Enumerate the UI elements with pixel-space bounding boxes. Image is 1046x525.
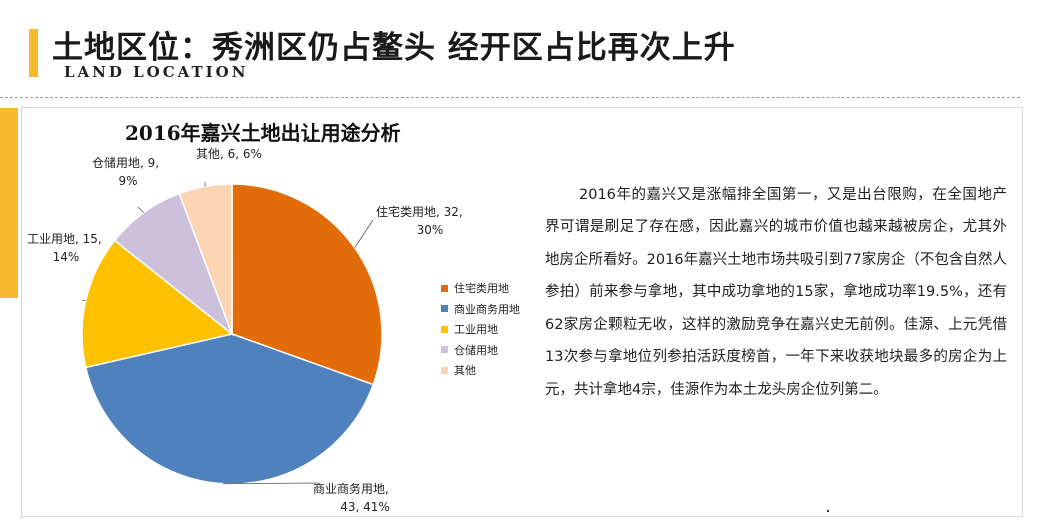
leader-line-industrial	[81, 299, 86, 302]
legend-item-other: 其他	[441, 360, 520, 381]
decorative-dot	[827, 510, 829, 512]
data-label-residential: 住宅类用地, 32,	[376, 204, 463, 219]
legend-label: 住宅类用地	[454, 282, 509, 296]
chart-legend: 住宅类用地 商业商务用地 工业用地 仓储用地 其他	[441, 278, 520, 381]
legend-label: 工业用地	[454, 323, 498, 337]
data-label-other: 其他, 6, 6%	[196, 147, 262, 161]
data-label-commercial: 商业商务用地,	[313, 481, 389, 496]
legend-item-industrial: 工业用地	[441, 319, 520, 340]
chart-title: 2016年嘉兴土地出让用途分析	[125, 121, 401, 145]
legend-swatch	[441, 305, 448, 313]
data-label-warehouse: 仓储用地, 9,	[92, 155, 159, 170]
page-title: 土地区位：秀洲区仍占鳌头 经开区占比再次上升	[52, 30, 736, 66]
data-label-commercial: 43, 41%	[340, 500, 390, 514]
leader-line-commercial	[223, 482, 319, 485]
legend-item-commercial: 商业商务用地	[441, 299, 520, 320]
data-label-industrial: 工业用地, 15,	[27, 232, 102, 246]
pie-slice-industrial	[81, 239, 234, 369]
legend-item-residential: 住宅类用地	[441, 278, 520, 299]
body-paragraph: 2016年的嘉兴又是涨幅排全国第一，又是出台限购，在全国地产界可谓是刷足了存在感…	[545, 186, 1007, 398]
leader-line-residential	[354, 219, 374, 248]
legend-label: 其他	[454, 364, 476, 378]
legend-swatch	[441, 346, 448, 354]
pie-slice-residential	[231, 183, 383, 386]
leader-line-warehouse	[137, 206, 145, 213]
header-divider	[0, 97, 1020, 98]
left-accent-bar	[0, 108, 18, 298]
data-label-warehouse: 9%	[118, 174, 137, 188]
data-label-industrial: 14%	[53, 250, 80, 264]
page-subtitle: LAND LOCATION	[64, 63, 249, 81]
legend-swatch	[441, 325, 448, 333]
legend-label: 商业商务用地	[454, 302, 520, 316]
legend-swatch	[441, 366, 448, 374]
legend-swatch	[441, 284, 448, 292]
legend-label: 仓储用地	[454, 343, 498, 357]
legend-item-warehouse: 仓储用地	[441, 340, 520, 361]
title-accent-bar	[29, 29, 38, 77]
data-label-residential: 30%	[417, 223, 444, 237]
